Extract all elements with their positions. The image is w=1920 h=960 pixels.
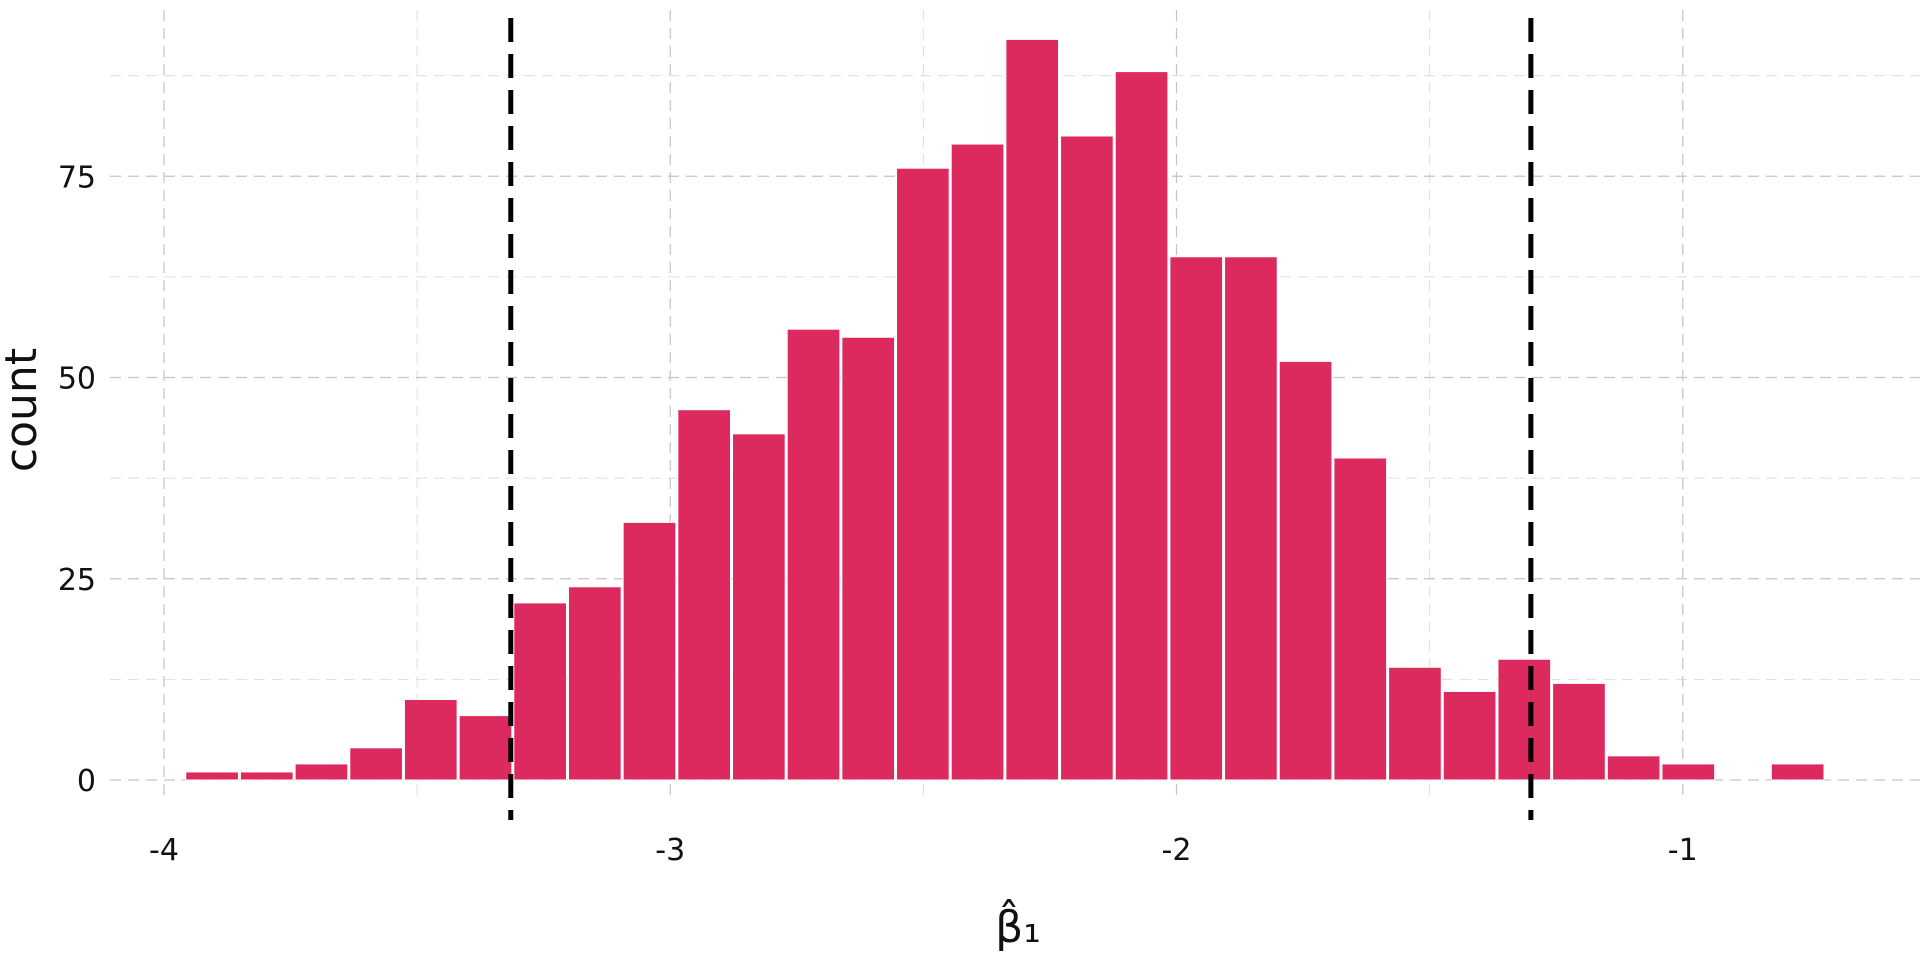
histogram-bar [1661,763,1716,781]
histogram-bar [567,586,622,781]
histogram-bar [622,521,677,781]
x-tick-label: -4 [149,833,179,868]
histogram-bar [677,409,732,781]
y-tick-label: 25 [58,563,96,598]
x-tick-label: -3 [655,833,685,868]
reference-lines [508,18,1534,820]
x-axis-title: β̂₁ [995,898,1041,953]
histogram-bars [185,38,1825,781]
y-axis-title: count [0,348,47,472]
histogram-bar [1169,256,1224,781]
histogram-bar [950,143,1005,781]
x-tick-labels: -4 -3 -2 -1 [149,833,1698,868]
histogram-bar [1497,658,1552,781]
histogram-bar [1278,360,1333,781]
histogram-bar [1333,457,1388,781]
histogram-bar [403,699,458,781]
histogram-bar [841,336,896,781]
histogram-bar [896,167,950,781]
x-tick-label: -1 [1668,833,1698,868]
histogram-bar [294,763,349,781]
histogram-bar [1388,666,1442,781]
y-tick-label: 50 [58,362,96,397]
histogram-bar [513,602,567,781]
histogram-bar [1005,38,1060,781]
histogram-bar [1770,763,1825,781]
histogram-bar [1552,682,1606,781]
histogram-bar [1224,256,1278,781]
x-tick-label: -2 [1162,833,1192,868]
histogram-bar [239,771,294,781]
histogram-bar [732,433,786,781]
histogram-bar [1114,71,1169,781]
histogram-bar [185,771,239,781]
histogram-bar [1606,755,1661,781]
y-tick-labels: 0 25 50 75 [58,160,96,799]
histogram-bar [349,747,403,781]
histogram-bar [1060,135,1114,781]
histogram-bar [458,715,513,781]
y-tick-label: 75 [58,160,96,195]
histogram-bar [1442,690,1497,781]
y-tick-label: 0 [77,764,96,799]
histogram-bar [786,328,841,781]
